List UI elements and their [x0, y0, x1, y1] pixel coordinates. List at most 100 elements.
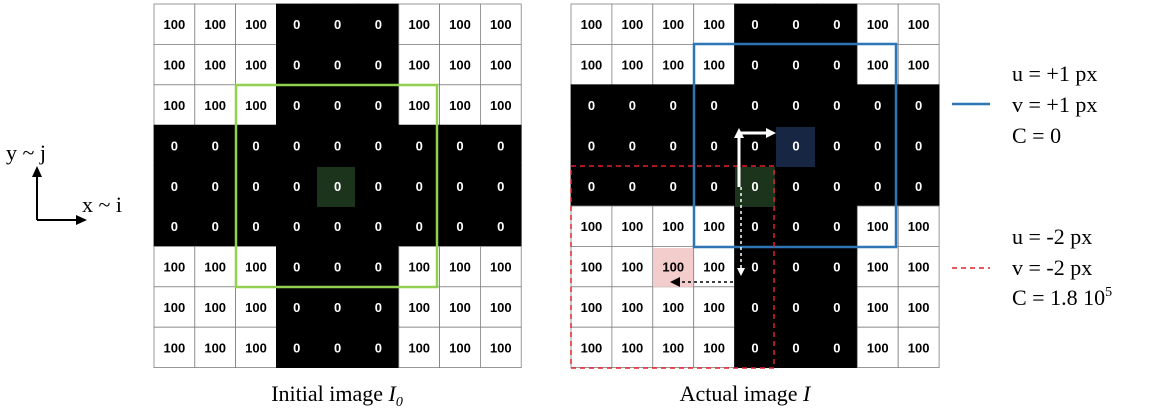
- grid-cell-value: 100: [662, 17, 684, 32]
- grid-cell: [570, 205, 613, 247]
- grid-cell: [816, 3, 858, 45]
- grid-cell: [194, 326, 237, 369]
- grid-cell: [570, 245, 613, 288]
- grid-cell-value: 100: [662, 58, 684, 73]
- grid-cell: [775, 3, 817, 45]
- legend-dashed-u: u = -2 px: [1012, 224, 1092, 249]
- negative-shift-arrow: [670, 187, 745, 287]
- grid-cell-value: 100: [662, 300, 684, 315]
- grid-cell: [153, 44, 196, 86]
- grid-cell-value: 100: [204, 340, 226, 355]
- grid-cell-value: 0: [792, 219, 799, 234]
- grid-cell-value: 100: [581, 58, 603, 73]
- grid-cell-value: 0: [792, 260, 799, 275]
- grid-cell-value: 0: [670, 138, 677, 153]
- left-caption: Initial image I0: [271, 381, 403, 410]
- grid-cell-value: 0: [456, 138, 463, 153]
- grid-cell-value: 0: [751, 98, 758, 113]
- grid-cell-value: 0: [874, 138, 881, 153]
- grid-cell-value: 0: [334, 98, 341, 113]
- grid-cell: [235, 3, 277, 45]
- grid-cell-value: 100: [164, 98, 186, 113]
- grid-cell-value: 100: [703, 340, 725, 355]
- grid-cell: [275, 205, 318, 247]
- grid-cell: [235, 124, 277, 166]
- grid-cell-value: 0: [629, 138, 636, 153]
- grid-cell-value: 0: [293, 98, 300, 113]
- grid-cell-value: 100: [621, 340, 643, 355]
- grid-cell: [153, 205, 196, 247]
- blue-shift-window: [692, 42, 898, 249]
- grid-cell-value: 0: [375, 58, 382, 73]
- shifted-center-highlight-blue: [776, 127, 815, 167]
- grid-cell-value: 100: [908, 260, 930, 275]
- grid-cell: [652, 84, 695, 126]
- grid-cell-value: 0: [497, 219, 504, 234]
- grid-cell: [316, 124, 359, 166]
- grid-cell-value: 0: [334, 219, 341, 234]
- grid-cell-value: 0: [293, 58, 300, 73]
- grid-cell-value: 100: [490, 340, 512, 355]
- grid-cell-value: 100: [867, 17, 889, 32]
- grid-cell: [275, 326, 318, 369]
- grid-cell-value: 100: [245, 260, 267, 275]
- grid-cell-value: 0: [915, 98, 922, 113]
- grid-cell-value: 0: [293, 138, 300, 153]
- grid-cell: [856, 84, 899, 126]
- grid-cell-value: 100: [408, 98, 430, 113]
- grid-cell-value: 100: [245, 98, 267, 113]
- grid-cell: [856, 326, 899, 369]
- grid-cell-value: 100: [490, 17, 512, 32]
- grid-cell-value: 100: [204, 98, 226, 113]
- red-shift-window: [570, 165, 775, 369]
- grid-cell-value: 100: [703, 219, 725, 234]
- grid-cell-value: 0: [375, 340, 382, 355]
- grid-cell-value: 0: [212, 138, 219, 153]
- grid-cell-value: 100: [164, 260, 186, 275]
- grid-cell: [652, 205, 695, 247]
- grid-cell-value: 0: [293, 17, 300, 32]
- grid-cell: [693, 165, 736, 207]
- grid-cell-value: 0: [792, 58, 799, 73]
- grid-cell-value: 100: [490, 98, 512, 113]
- grid-cell: [439, 3, 481, 45]
- grid-cell: [775, 286, 817, 328]
- grid-cell: [570, 124, 613, 166]
- grid-cell: [439, 165, 481, 207]
- grid-cell-value: 100: [581, 260, 603, 275]
- grid-cell-value: 100: [164, 17, 186, 32]
- grid-cell-value: 0: [171, 179, 178, 194]
- grid-cell-value: 0: [792, 98, 799, 113]
- grid-cell-value: 0: [375, 179, 382, 194]
- grid-cell-value: 100: [449, 340, 471, 355]
- grid-cell: [357, 286, 400, 328]
- grid-cell-value: 100: [490, 300, 512, 315]
- grid-cell-value: 100: [621, 300, 643, 315]
- grid-cell: [734, 326, 776, 369]
- grid-cell: [856, 205, 899, 247]
- grid-cell: [316, 84, 359, 126]
- grid-cell-value: 0: [792, 300, 799, 315]
- grid-cell-value: 0: [833, 340, 840, 355]
- highlighted-cell-value: 100: [662, 260, 684, 275]
- grid-cell: [897, 84, 940, 126]
- highlighted-cell-value: 0: [751, 179, 758, 194]
- grid-cell-value: 100: [449, 260, 471, 275]
- grid-cell: [235, 44, 277, 86]
- grid-cell: [652, 44, 695, 86]
- grid-cell: [275, 44, 318, 86]
- grid-cell: [357, 44, 400, 86]
- grid-cell: [153, 286, 196, 328]
- grid-cell: [570, 84, 613, 126]
- grid-cell-value: 100: [621, 260, 643, 275]
- grid-cell: [479, 326, 522, 369]
- grid-cell-value: 100: [867, 58, 889, 73]
- grid-cell: [398, 84, 440, 126]
- grid-cell-value: 0: [833, 17, 840, 32]
- grid-cell-value: 100: [867, 340, 889, 355]
- grid-cell: [153, 3, 196, 45]
- right-caption: Actual image I: [680, 381, 812, 406]
- grid-cell-value: 0: [375, 98, 382, 113]
- grid-cell-value: 0: [252, 179, 259, 194]
- grid-cell-value: 0: [293, 260, 300, 275]
